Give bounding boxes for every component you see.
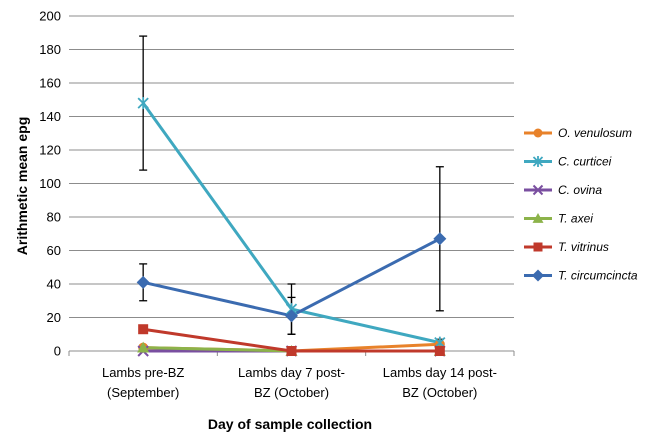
y-tick-label: 0 xyxy=(54,344,61,359)
legend-item: C. ovina xyxy=(524,183,602,197)
y-tick-label: 80 xyxy=(47,210,61,225)
x-axis-ticks: Lambs pre-BZ (September) Lambs day 7 post-… xyxy=(68,351,515,400)
legend-item: T. vitrinus xyxy=(524,240,609,254)
legend-item: T. circumcincta xyxy=(524,269,638,283)
legend-marker xyxy=(532,213,544,223)
legend-marker xyxy=(533,128,543,138)
y-tick-label: 120 xyxy=(39,143,61,158)
data-point xyxy=(286,346,297,356)
x-tick-label: Lambs day 14 post-BZ (October) xyxy=(383,365,497,400)
data-point xyxy=(434,346,445,356)
data-point xyxy=(137,341,150,353)
y-axis-title: Arithmetic mean epg xyxy=(14,117,30,255)
y-axis-ticks: 0 20 40 60 80 100 120 140 160 180 200 xyxy=(39,9,61,359)
data-point xyxy=(285,309,298,323)
y-tick-label: 200 xyxy=(39,9,61,24)
data-point xyxy=(136,275,150,289)
legend-label: T. axei xyxy=(558,212,593,226)
legend-label: C. ovina xyxy=(558,183,602,197)
legend-label: C. curticei xyxy=(558,155,612,169)
y-tick-label: 20 xyxy=(47,310,61,325)
legend-item: O. venulosum xyxy=(524,126,632,140)
legend-item: T. axei xyxy=(524,212,593,226)
data-point xyxy=(138,324,149,335)
legend-label: T. circumcincta xyxy=(558,269,638,283)
legend-label: O. venulosum xyxy=(558,126,632,140)
legend-marker xyxy=(532,184,544,196)
y-tick-label: 40 xyxy=(47,277,61,292)
y-tick-label: 160 xyxy=(39,76,61,91)
legend-marker xyxy=(533,242,543,252)
x-axis-title: Day of sample collection xyxy=(208,416,372,432)
legend-marker xyxy=(532,269,544,282)
y-tick-label: 180 xyxy=(39,42,61,57)
legend-label: T. vitrinus xyxy=(558,240,609,254)
y-tick-label: 140 xyxy=(39,109,61,124)
gridlines xyxy=(69,15,514,318)
legend-marker xyxy=(532,156,544,167)
y-tick-label: 100 xyxy=(39,176,61,191)
data-point xyxy=(137,97,149,110)
x-tick-label: Lambs day 7 post-BZ (October) xyxy=(238,365,345,400)
series-markers xyxy=(136,97,447,357)
x-tick-label: Lambs pre-BZ (September) xyxy=(102,365,184,400)
y-tick-label: 60 xyxy=(47,243,61,258)
legend-item: C. curticei xyxy=(524,155,612,169)
data-point xyxy=(433,232,447,246)
legend: O. venulosum C. curticei C. ovina T. axei T.… xyxy=(524,126,638,283)
